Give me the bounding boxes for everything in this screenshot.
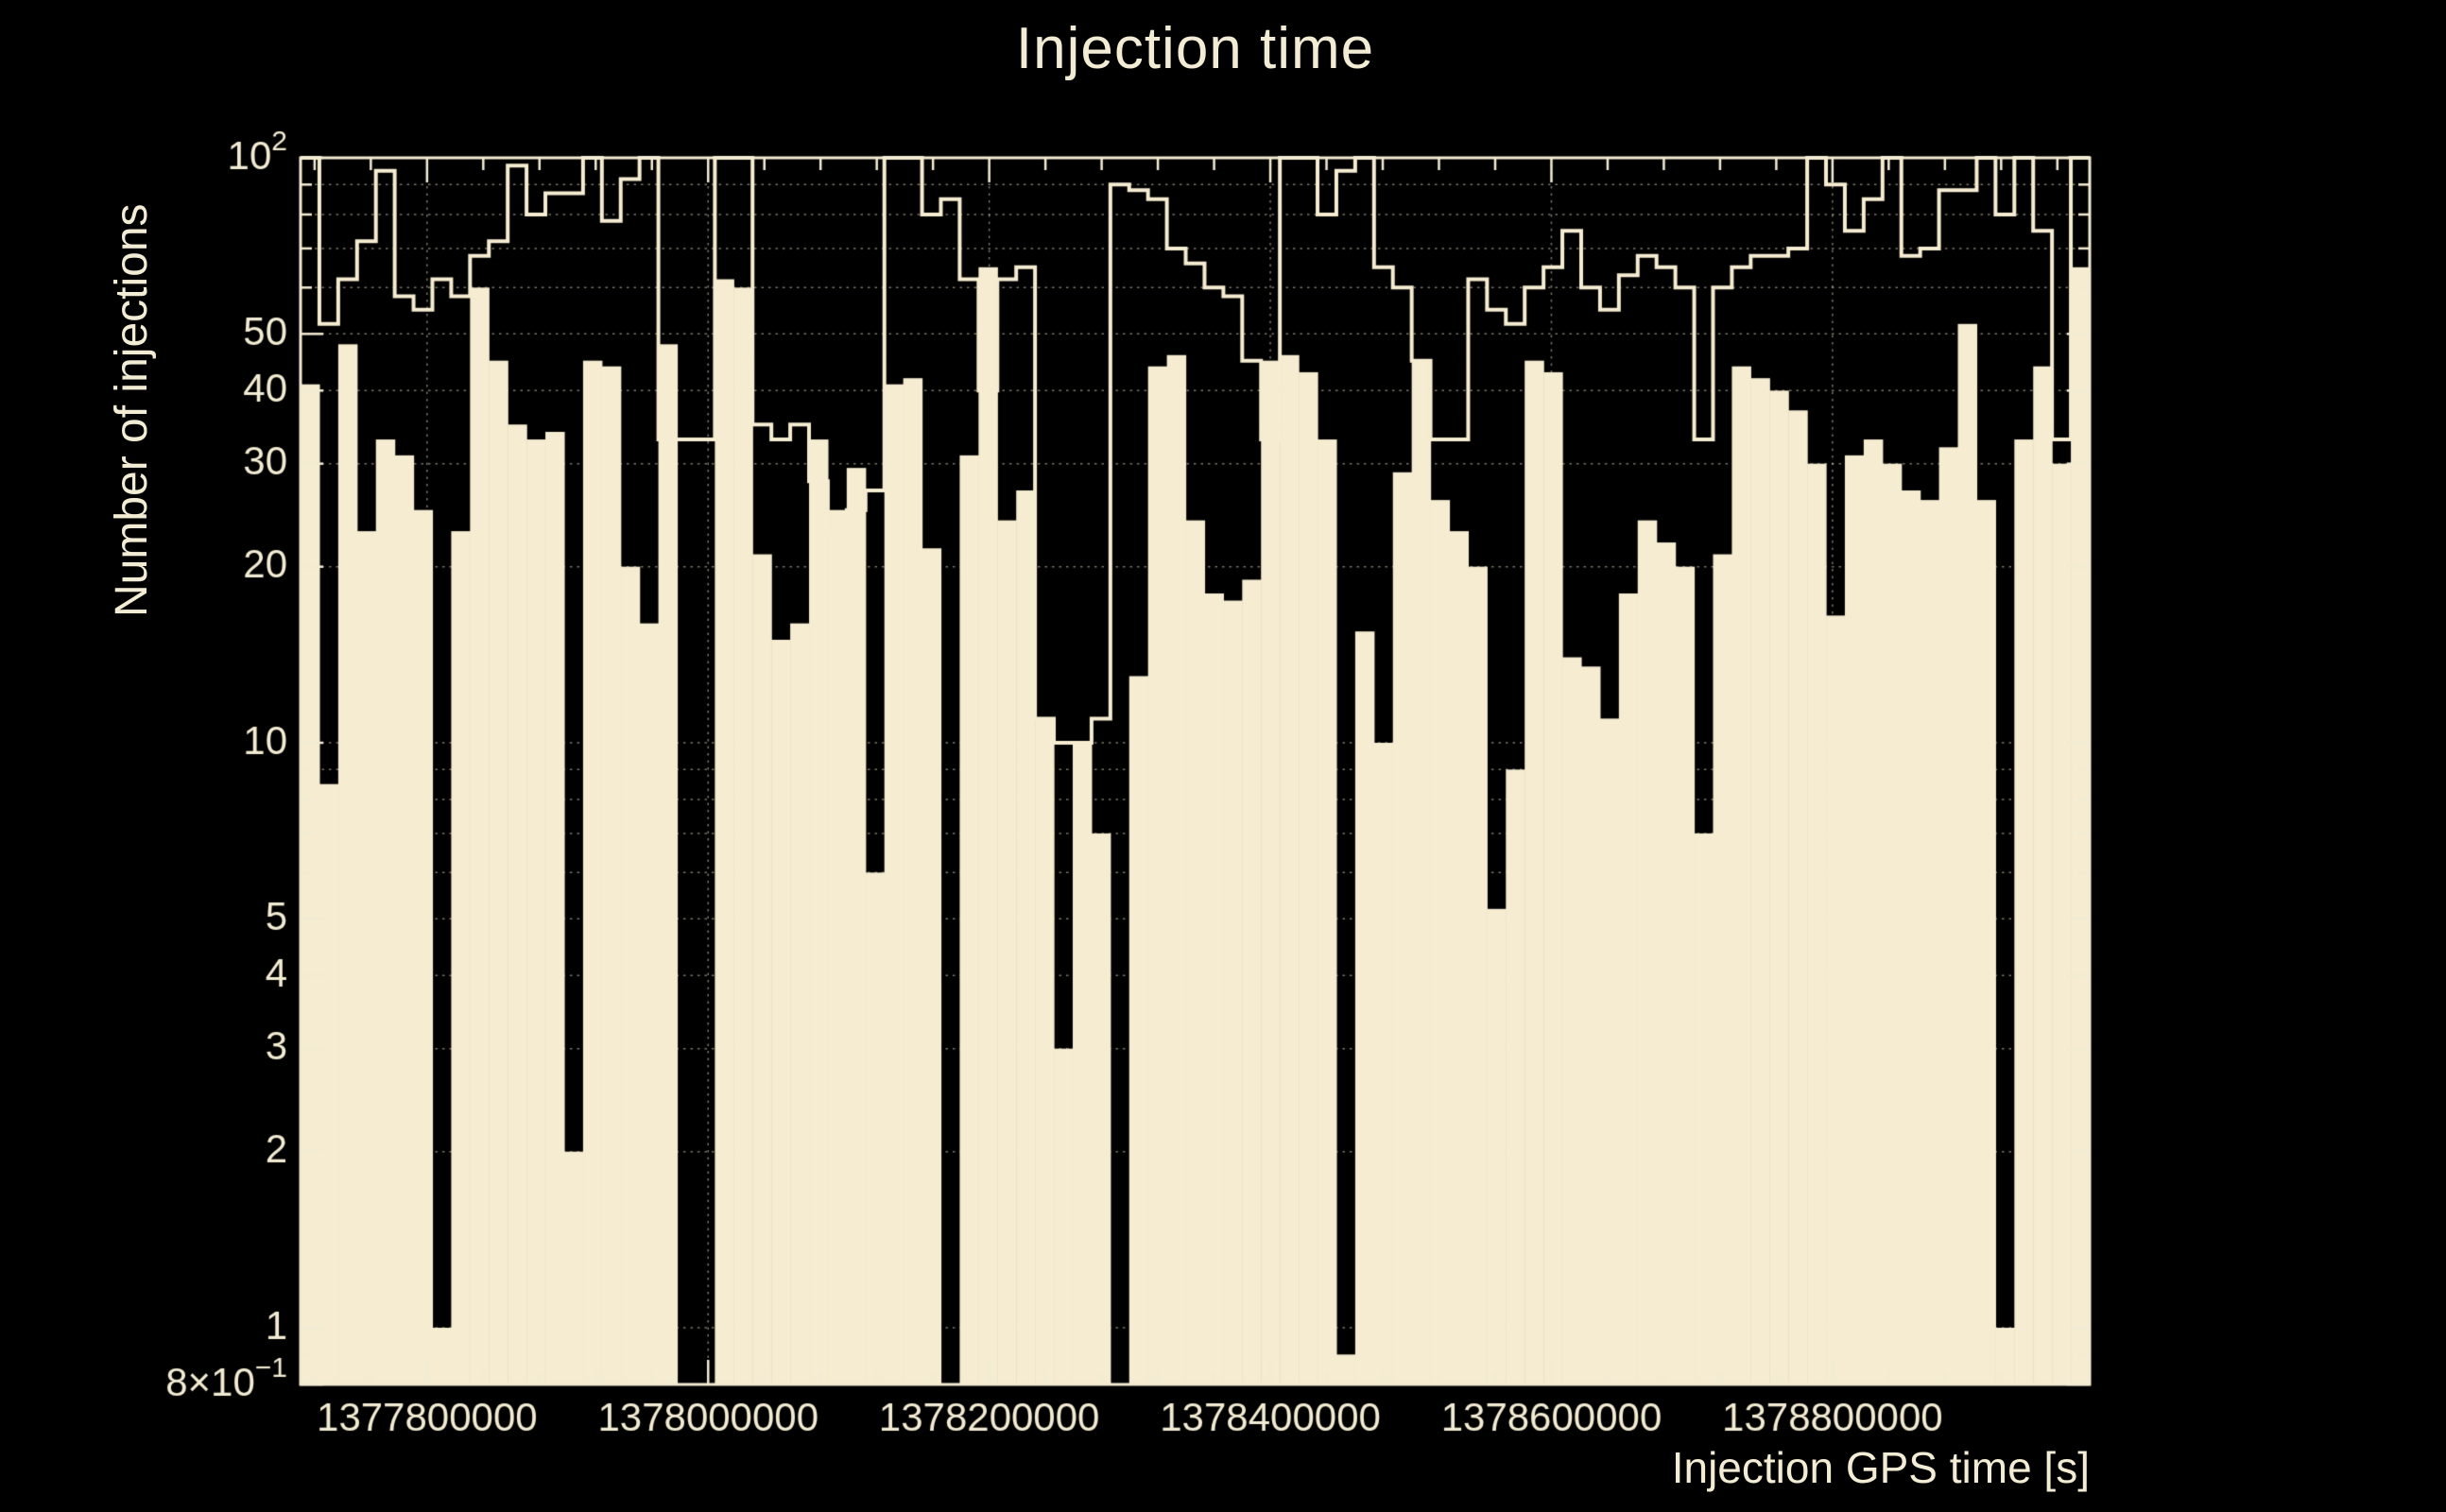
chart-title: Injection time	[1015, 16, 1375, 81]
x-axis-title: Injection GPS time [s]	[1671, 1443, 2090, 1492]
y-axis-title: Number of injections	[107, 203, 157, 617]
